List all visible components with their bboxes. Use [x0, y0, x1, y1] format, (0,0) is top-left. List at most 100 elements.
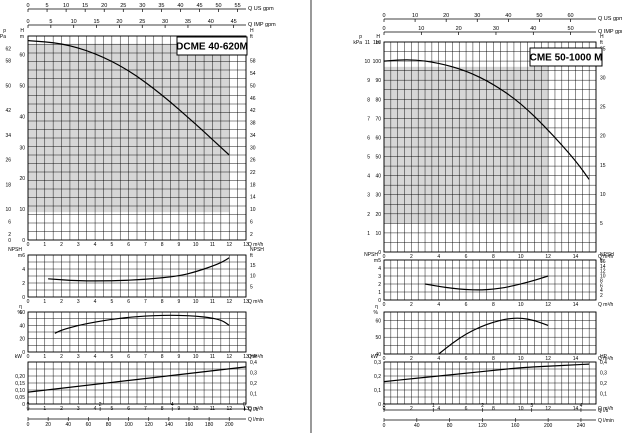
- top-axis-tick-label: 20: [456, 26, 462, 32]
- y2-tick-label: 6: [8, 219, 11, 225]
- x-tick-label: 1: [43, 299, 46, 305]
- y2-tick-label: 11: [365, 40, 370, 46]
- right-tick-label: 42: [250, 108, 256, 114]
- top-axis-tick-label: 30: [139, 3, 145, 9]
- top-axis-tick-label: 45: [231, 19, 237, 25]
- x-tick-label: 2: [60, 354, 63, 360]
- bottom-axis-tick-label: 4: [171, 402, 174, 408]
- panel-frame: [27, 254, 247, 298]
- bottom-axis-tick-label: 180: [205, 422, 214, 428]
- x-tick-label: 7: [144, 354, 147, 360]
- y-tick-label: 0,15: [15, 381, 25, 387]
- y-tick-label: 3: [378, 274, 381, 280]
- bottom-axis-tick-label: 40: [65, 422, 71, 428]
- y-tick-label: 2: [378, 282, 381, 288]
- right-tick-label: 20: [600, 134, 606, 140]
- top-axis-tick-label: 0: [382, 13, 385, 19]
- x-tick-label: 14: [573, 254, 579, 260]
- right-tick-label: 6: [600, 283, 603, 289]
- y-tick-label: 10: [375, 231, 381, 237]
- y-tick-label: 4: [22, 267, 25, 273]
- y-tick-label: 40: [375, 174, 381, 180]
- y2-axis-label: H: [376, 34, 380, 40]
- x-tick-label: 2: [410, 254, 413, 260]
- top-axis-tick-label: 40: [208, 19, 214, 25]
- y-axis-label: η: [375, 304, 378, 310]
- top-axis-tick-label: 5: [49, 19, 52, 25]
- curve-eta: [54, 314, 230, 334]
- right-tick-label: 4: [600, 288, 603, 294]
- right-tick-label: 0,1: [250, 392, 257, 398]
- curve-power: [27, 366, 247, 393]
- bottom-axis-tick-label: 80: [106, 422, 112, 428]
- top-axis-tick-label: 35: [185, 19, 191, 25]
- y-axis-label: %: [18, 310, 23, 316]
- y2-tick-label: 7: [367, 116, 370, 122]
- panel-frame: [383, 311, 597, 355]
- y-tick-label: 6: [22, 253, 25, 259]
- x-axis-label: Q m³/h: [598, 254, 613, 260]
- right-axis-label: NPSH: [600, 252, 614, 258]
- x-tick-label: 8: [492, 254, 495, 260]
- top-axis-tick-label: 0: [26, 19, 29, 25]
- x-tick-label: 12: [226, 242, 232, 248]
- panel-npsh: 0 2 4 6 8 10 12 14 Q m³/h012345246810121416NPSHm…: [364, 252, 614, 308]
- right-tick-label: 2: [250, 232, 253, 238]
- x-tick-label: 11: [210, 354, 215, 360]
- y-tick-label: 0: [22, 238, 25, 244]
- right-tick-label: 10: [600, 192, 606, 198]
- right-tick-label: 0,2: [600, 381, 607, 387]
- x-tick-label: 0: [383, 356, 386, 362]
- x-tick-label: 7: [144, 299, 147, 305]
- right-tick-label: 14: [600, 264, 606, 270]
- right-tick-label: 8: [600, 278, 603, 284]
- curve-npsh: [424, 275, 549, 291]
- right-axis-label: NPSH: [250, 247, 264, 253]
- y-tick-label: 80: [375, 97, 381, 103]
- x-tick-label: 10: [518, 254, 524, 260]
- curve-npsh: [48, 257, 230, 282]
- x-tick-label: 5: [110, 299, 113, 305]
- bottom-axis-label: Q l/s: [248, 407, 259, 413]
- bottom-axis-tick-label: 0: [383, 423, 386, 429]
- x-tick-label: 13: [243, 299, 249, 305]
- y2-tick-label: 1: [367, 231, 370, 237]
- top-axis-label: Q US gpm: [598, 16, 622, 22]
- right-tick-label: 5: [600, 221, 603, 227]
- x-tick-label: 0: [27, 242, 30, 248]
- bottom-axis-tick-label: 3: [530, 403, 533, 409]
- right-tick-label: 0,3: [600, 371, 607, 377]
- y-tick-label: 0,05: [15, 395, 25, 401]
- y-tick-label: 60: [375, 318, 381, 324]
- x-tick-label: 6: [465, 302, 468, 308]
- x-tick-label: 13: [243, 406, 249, 412]
- y-tick-label: 60: [19, 310, 25, 316]
- x-axis-label: Q m³/h: [598, 356, 613, 362]
- x-axis-label: Q m³/h: [248, 406, 263, 412]
- x-tick-label: 8: [161, 242, 164, 248]
- x-tick-label: 11: [210, 299, 215, 305]
- y-tick-label: 10: [19, 207, 25, 213]
- curve-eta: [438, 317, 549, 355]
- y2-axis-label: m: [20, 34, 24, 40]
- x-tick-label: 8: [492, 406, 495, 412]
- y2-tick-label: 2: [8, 232, 11, 238]
- right-tick-label: 58: [250, 59, 256, 65]
- y-axis-label: NPSH: [364, 252, 378, 258]
- y-tick-label: 0,3: [374, 360, 381, 366]
- top-axis-tick-label: 10: [63, 3, 69, 9]
- y-tick-label: 30: [375, 193, 381, 199]
- x-tick-label: 10: [193, 299, 199, 305]
- top-axis-tick-label: 60: [567, 13, 573, 19]
- y-tick-label: 0: [378, 298, 381, 304]
- bottom-axis-tick-label: 60: [86, 422, 92, 428]
- x-tick-label: 9: [178, 354, 181, 360]
- right-tick-label: 12: [600, 269, 606, 275]
- top-axis-tick-label: 50: [536, 13, 542, 19]
- top-axis-tick-label: 25: [139, 19, 145, 25]
- y-axis-label: %: [374, 310, 379, 316]
- right-tick-label: 2: [600, 293, 603, 299]
- x-tick-label: 8: [161, 299, 164, 305]
- top-axis-tick-label: 15: [93, 19, 99, 25]
